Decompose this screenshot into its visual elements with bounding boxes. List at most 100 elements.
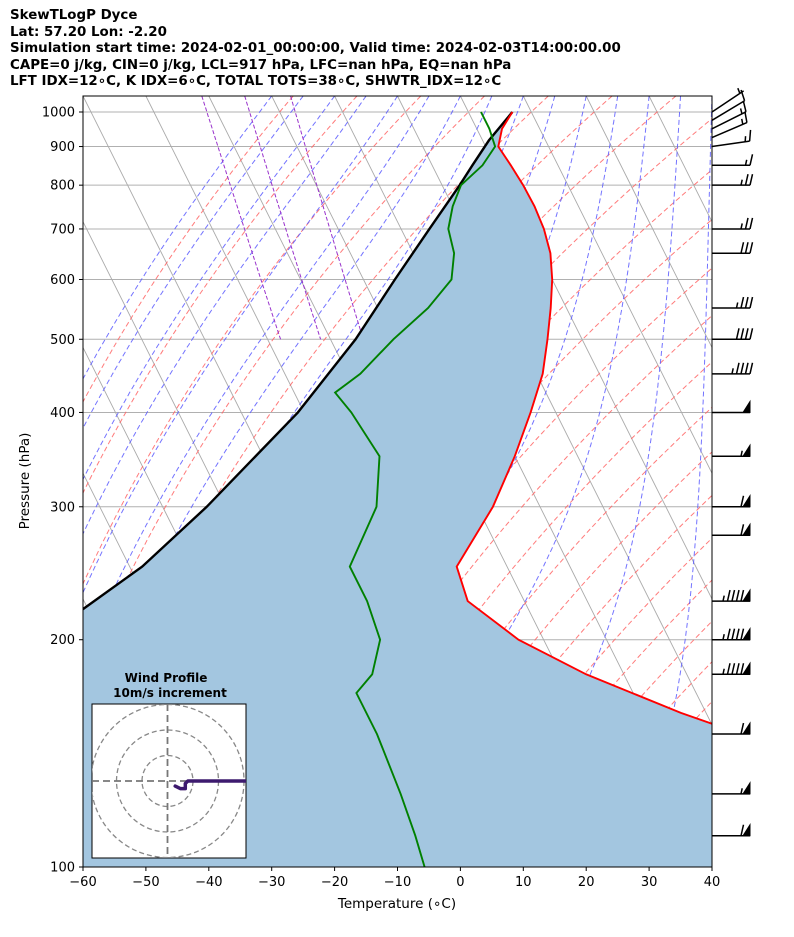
dry-adiabat bbox=[212, 218, 712, 867]
barb-half-flag bbox=[737, 87, 741, 94]
y-tick-label: 600 bbox=[50, 273, 75, 288]
barb-flag bbox=[740, 296, 745, 309]
wind-barb bbox=[712, 494, 751, 508]
dry-adiabat bbox=[309, 361, 712, 867]
profile-lines bbox=[83, 111, 712, 867]
barb-flag bbox=[744, 242, 749, 254]
barb-flag bbox=[726, 628, 731, 640]
barb-flag bbox=[742, 100, 747, 113]
x-tick-label: −40 bbox=[195, 875, 222, 890]
wind-barb bbox=[712, 154, 754, 167]
barb-flag bbox=[749, 217, 754, 230]
barb-flag bbox=[726, 589, 731, 602]
isotherm bbox=[775, 96, 794, 867]
inset-subtitle: 10m/s increment bbox=[113, 686, 227, 700]
barb-half-flag bbox=[740, 788, 743, 794]
barb-flag bbox=[735, 628, 740, 640]
barb-flag bbox=[749, 242, 754, 254]
wind-barb bbox=[712, 217, 754, 230]
parcel-line bbox=[83, 111, 514, 611]
location-line: Lat: 57.20 Lon: -2.20 bbox=[10, 24, 167, 40]
x-tick-label: −10 bbox=[384, 875, 411, 890]
barb-pennant bbox=[742, 781, 751, 795]
barb-flag bbox=[735, 663, 740, 675]
dry-adiabat bbox=[277, 314, 712, 867]
isotherm bbox=[522, 96, 712, 475]
time-line: Simulation start time: 2024-02-01_00:00:… bbox=[10, 41, 621, 56]
barb-flag bbox=[740, 824, 745, 836]
barb-pennant bbox=[742, 522, 751, 536]
dry-adiabat bbox=[342, 406, 712, 867]
y-axis: 100 200 300 400 500 600 700 800 900 1000 bbox=[42, 105, 83, 876]
parameters-line: CAPE=0 j/kg, CIN=0 j/kg, LCL=917 hPa, LF… bbox=[10, 57, 512, 73]
y-tick-label: 400 bbox=[50, 406, 75, 421]
barb-pennant bbox=[742, 627, 751, 641]
barb-flag bbox=[748, 129, 752, 142]
x-tick-label: −60 bbox=[69, 875, 96, 890]
barb-flag bbox=[740, 663, 745, 675]
wind-barb bbox=[712, 242, 754, 254]
barb-flag bbox=[744, 111, 748, 123]
chart-title: SkewTLogP Dyce bbox=[10, 8, 138, 23]
barb-flag bbox=[740, 589, 745, 602]
y-tick-label: 100 bbox=[50, 861, 75, 876]
barb-flag bbox=[740, 362, 745, 374]
y-tick-label: 300 bbox=[50, 500, 75, 515]
wind-barb bbox=[712, 443, 751, 457]
moist-adiabat bbox=[83, 96, 304, 430]
barb-pennant bbox=[742, 494, 751, 508]
barb-pennant bbox=[742, 661, 751, 675]
dry-adiabat bbox=[83, 96, 549, 771]
barb-flag bbox=[726, 663, 731, 675]
wind-barb bbox=[711, 129, 752, 148]
shaded-region bbox=[83, 112, 712, 867]
barb-shaft bbox=[711, 121, 748, 139]
isotherm bbox=[83, 849, 92, 867]
barb-pennant bbox=[742, 399, 751, 413]
barb-half-flag bbox=[735, 302, 739, 309]
wind-barb bbox=[712, 588, 751, 602]
barb-flag bbox=[744, 328, 749, 340]
x-axis-label: Temperature (∘C) bbox=[337, 896, 456, 912]
wind-barb bbox=[712, 399, 751, 414]
hodograph bbox=[92, 704, 246, 858]
dry-adiabat bbox=[374, 451, 712, 867]
moist-adiabat bbox=[624, 96, 712, 867]
barb-pennant bbox=[742, 721, 751, 735]
wind-barb bbox=[712, 173, 754, 186]
mixing-ratio-line bbox=[244, 96, 322, 340]
wind-barb bbox=[712, 328, 754, 341]
dry-adiabat bbox=[83, 96, 422, 586]
barb-flag bbox=[744, 173, 749, 186]
barb-flag bbox=[731, 628, 736, 640]
barb-half-flag bbox=[740, 118, 744, 125]
isotherm bbox=[711, 96, 712, 98]
barb-flag bbox=[740, 722, 745, 735]
barb-shaft bbox=[711, 100, 745, 121]
barb-flag bbox=[749, 296, 754, 309]
barb-half-flag bbox=[740, 179, 743, 186]
barb-flag bbox=[735, 328, 740, 340]
wind-barb bbox=[712, 661, 751, 676]
mixing-ratio-line bbox=[201, 96, 282, 340]
barb-half-flag bbox=[740, 450, 743, 457]
barb-flag bbox=[744, 217, 749, 230]
barb-shaft bbox=[711, 111, 747, 130]
x-tick-label: −50 bbox=[132, 875, 159, 890]
barb-half-flag bbox=[731, 368, 734, 374]
dewpoint-line bbox=[333, 111, 497, 867]
barb-half-flag bbox=[722, 595, 725, 602]
barb-pennant bbox=[742, 588, 751, 602]
x-tick-label: 40 bbox=[704, 875, 721, 890]
barb-flag bbox=[740, 242, 745, 254]
y-tick-label: 200 bbox=[50, 633, 75, 648]
wind-barb bbox=[712, 362, 754, 375]
barb-flag bbox=[749, 362, 754, 374]
barb-half-flag bbox=[722, 634, 725, 640]
barb-flag bbox=[731, 663, 736, 675]
y-tick-label: 500 bbox=[50, 333, 75, 348]
wind-barb bbox=[712, 781, 751, 795]
x-axis: −60 −50 −40 −30 −20 −10 0 10 20 30 40 bbox=[69, 867, 720, 890]
barb-half-flag bbox=[744, 159, 748, 166]
dry-adiabat bbox=[83, 96, 358, 495]
